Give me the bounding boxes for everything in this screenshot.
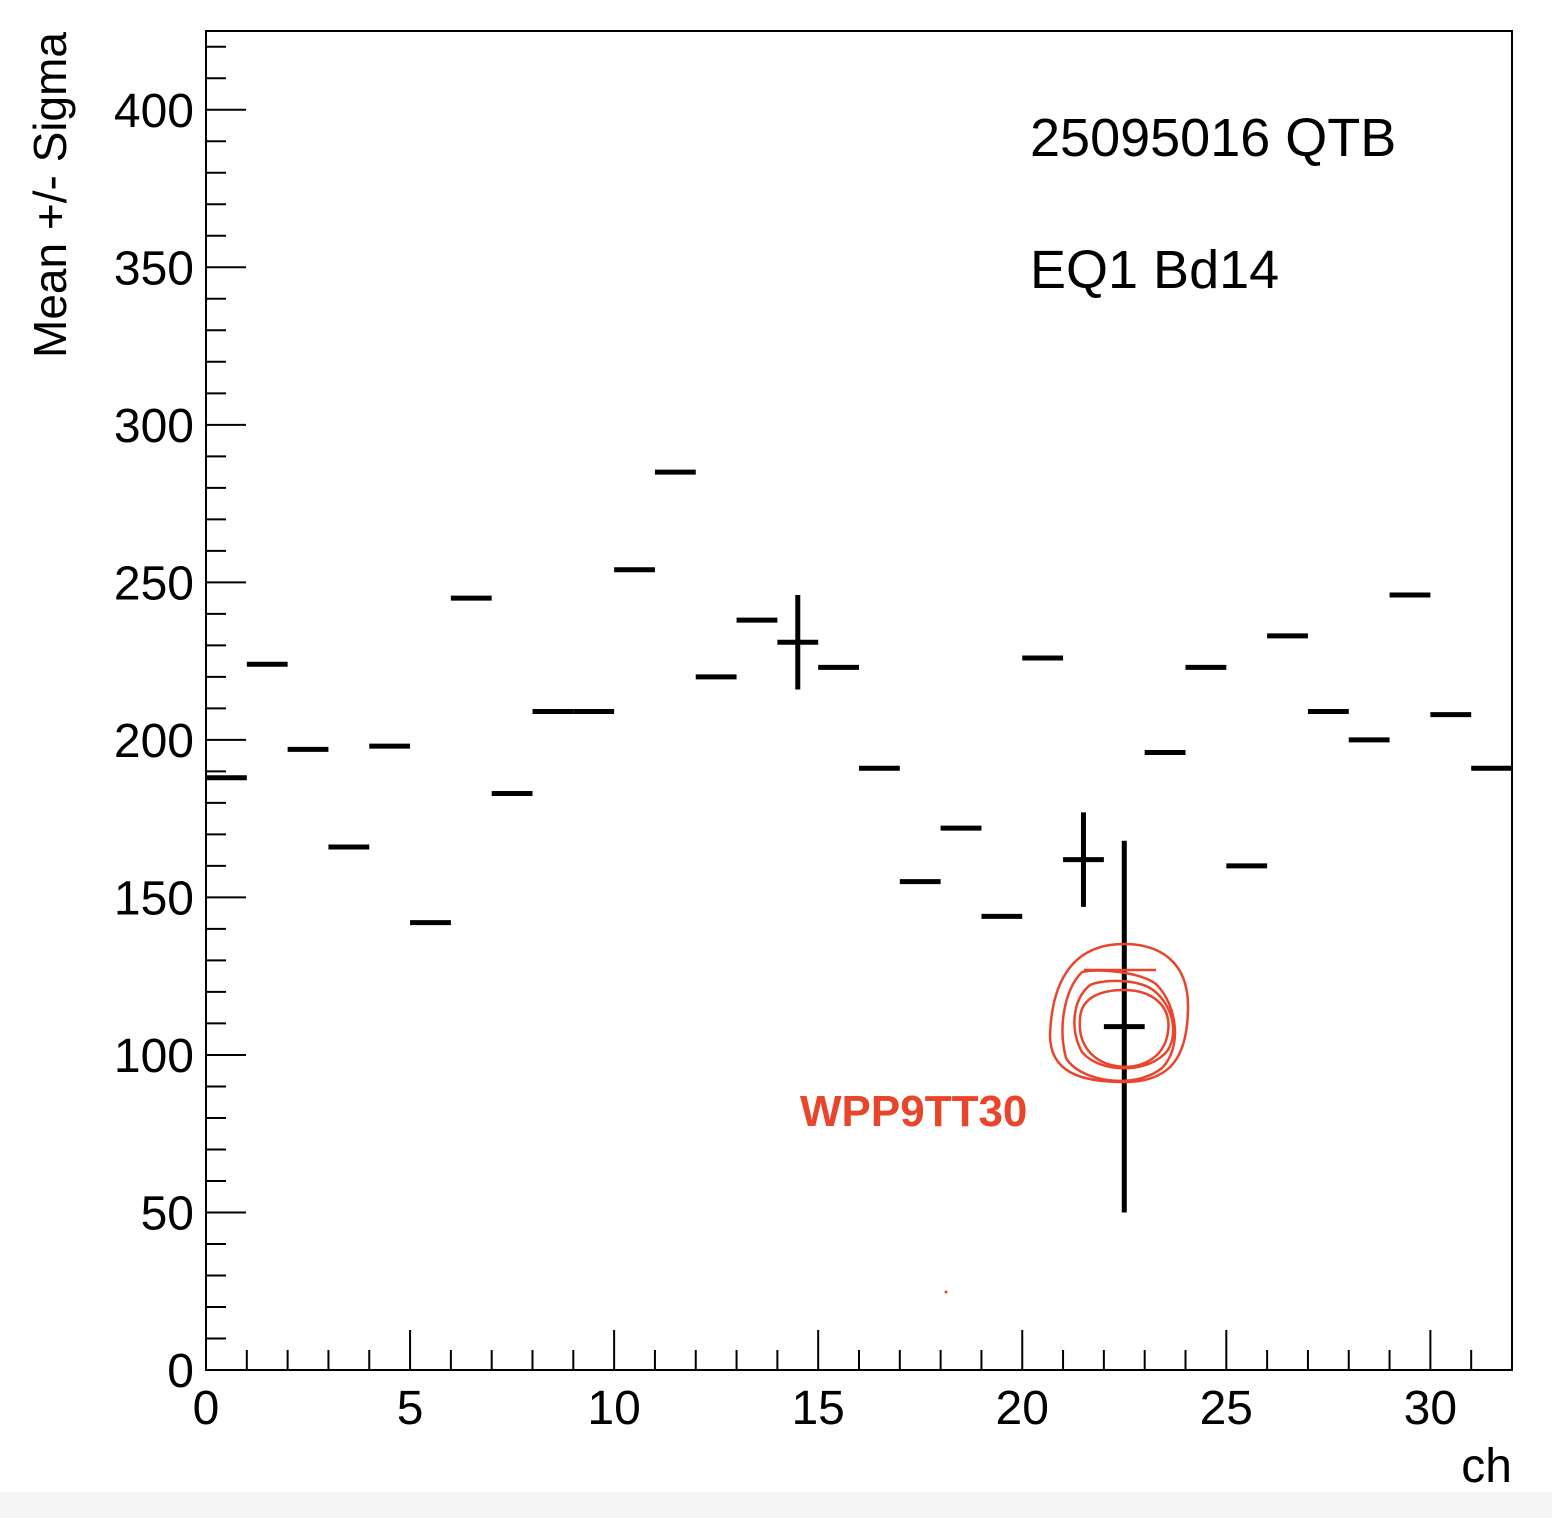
highlight-label: WPP9TT30 [800, 1087, 1027, 1136]
x-tick-label: 25 [1200, 1382, 1253, 1435]
y-tick-label: 250 [114, 557, 194, 610]
x-axis-label: ch [1461, 1440, 1512, 1493]
stray-dot [944, 1290, 948, 1294]
y-tick-label: 350 [114, 242, 194, 295]
y-tick-label: 300 [114, 400, 194, 453]
x-tick-label: 30 [1404, 1382, 1457, 1435]
data-marks [206, 469, 1512, 1213]
y-tick-label: 200 [114, 715, 194, 768]
annotation-board: EQ1 Bd14 [1030, 240, 1279, 300]
plot-frame [205, 30, 1513, 1371]
y-tick-label: 0 [167, 1345, 194, 1398]
y-tick-label: 50 [141, 1187, 194, 1240]
x-tick-label: 20 [996, 1382, 1049, 1435]
x-tick-label: 10 [587, 1382, 640, 1435]
data-point [777, 594, 819, 690]
annotation-run: 25095016 QTB [1030, 108, 1396, 168]
y-tick-label: 150 [114, 872, 194, 925]
window-bottom-band [0, 1492, 1552, 1518]
y-axis-label: Mean +/- Sigma [24, 32, 76, 358]
axis-ticks [205, 45, 1513, 1371]
x-tick-label: 5 [397, 1382, 424, 1435]
y-tick-label: 400 [114, 85, 194, 138]
x-tick-label: 0 [193, 1382, 220, 1435]
data-point [1063, 812, 1104, 907]
x-tick-label: 15 [791, 1382, 844, 1435]
y-tick-label: 100 [114, 1030, 194, 1083]
data-point [1103, 840, 1145, 1213]
highlight-circle-scribble [1048, 942, 1190, 1084]
